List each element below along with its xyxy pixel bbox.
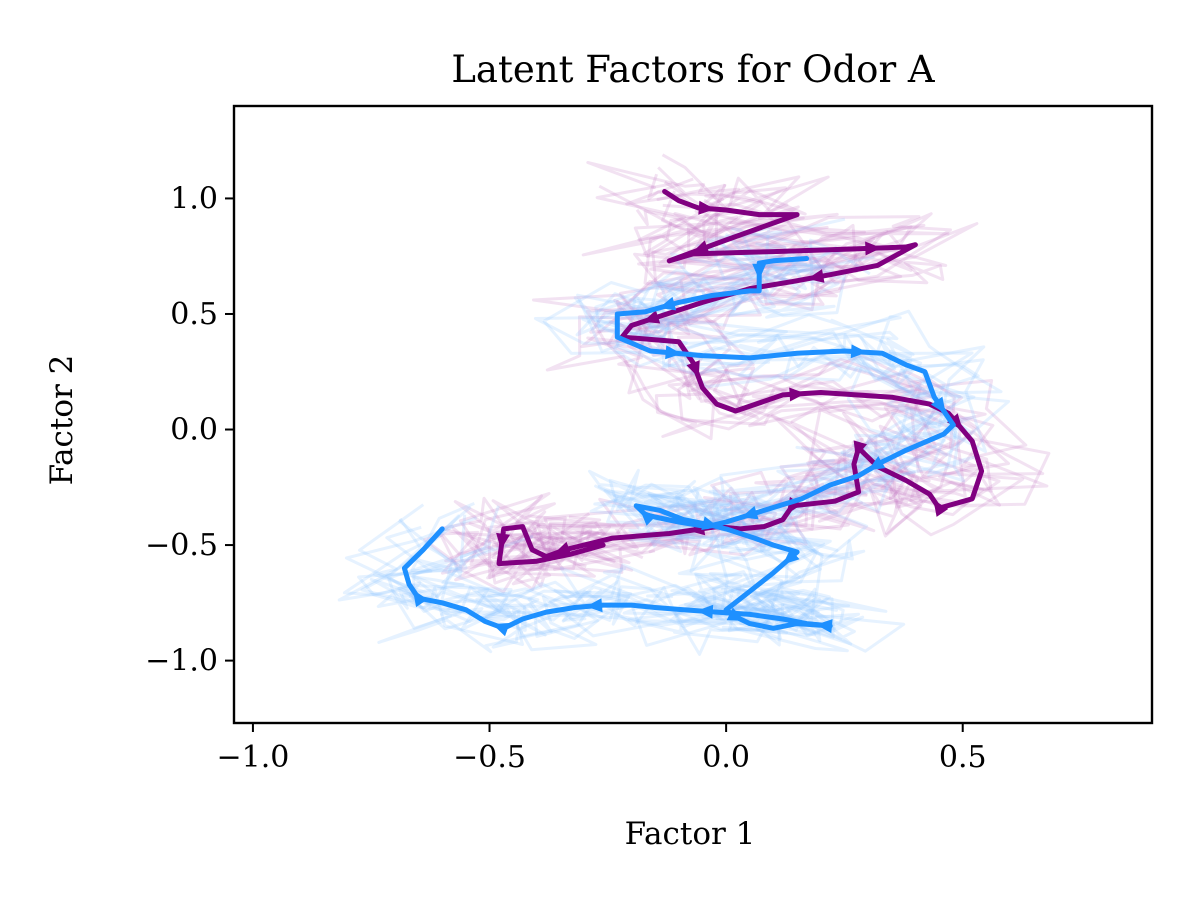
direction-arrow <box>658 296 677 311</box>
trial-trajectory <box>491 183 1051 571</box>
direction-arrow <box>741 506 759 520</box>
direction-arrow <box>853 440 867 458</box>
direction-arrow <box>642 310 661 324</box>
direction-arrow <box>640 509 657 526</box>
series-line <box>496 189 985 567</box>
y-axis-label: Factor 2 <box>44 355 80 486</box>
trial-trajectory <box>401 265 963 638</box>
direction-arrow <box>686 360 700 378</box>
trial-trajectory <box>337 252 918 656</box>
y-tick-label: −1.0 <box>145 644 218 679</box>
direction-arrow <box>782 548 800 565</box>
direction-arrow <box>665 345 682 360</box>
trial-trajectory <box>453 161 977 560</box>
trial-trajectory <box>342 244 972 647</box>
direction-arrow <box>696 604 714 619</box>
direction-arrow <box>868 456 886 471</box>
trial-trajectory <box>406 247 980 653</box>
y-tick-label: 1.0 <box>170 181 218 216</box>
direction-arrow <box>789 387 806 402</box>
series-layer <box>401 189 985 637</box>
direction-arrow <box>692 240 710 254</box>
direction-arrow <box>586 598 603 613</box>
direction-arrow <box>412 589 428 608</box>
x-axis-label: Factor 1 <box>625 816 756 852</box>
trial-trajectory <box>385 263 986 646</box>
y-tick-label: −0.5 <box>145 528 218 563</box>
direction-arrow <box>752 263 767 280</box>
direction-arrow <box>850 344 868 359</box>
y-tick-label: 0.5 <box>170 297 218 332</box>
trial-trajectory <box>497 173 995 574</box>
trial-trajectory <box>387 238 957 639</box>
x-axis: −1.0 −0.5 0.0 0.5 <box>216 723 987 775</box>
direction-arrow <box>492 623 510 637</box>
y-axis: −1.0 −0.5 0.0 0.5 1.0 <box>145 181 234 679</box>
series-line <box>401 256 956 631</box>
trial-trajectory <box>486 184 1001 580</box>
direction-arrow <box>933 499 949 517</box>
direction-arrow <box>553 541 572 555</box>
direction-arrow <box>947 413 963 430</box>
direction-arrow <box>698 200 715 215</box>
axes-frame <box>232 104 1154 725</box>
plot-area <box>337 153 1051 656</box>
trial-trajectory <box>458 180 993 572</box>
direction-arrow <box>496 532 510 550</box>
trial-trajectory <box>440 255 987 652</box>
direction-arrow <box>816 619 833 634</box>
x-tick-label: −0.5 <box>453 740 526 775</box>
trial-trajectory <box>411 227 974 629</box>
trial-trajectory <box>360 217 968 626</box>
trial-trajectory <box>444 182 984 585</box>
direction-arrow <box>807 269 825 283</box>
direction-arrow <box>865 241 882 256</box>
direction-arrow <box>701 516 719 530</box>
direction-arrow <box>726 607 745 621</box>
trial-trajectory <box>515 175 1049 563</box>
chart-title: Latent Factors for Odor A <box>451 48 936 91</box>
x-tick-label: −1.0 <box>216 740 289 775</box>
trial-trajectory <box>357 240 958 653</box>
x-tick-label: 0.5 <box>939 740 987 775</box>
direction-arrow <box>930 396 946 414</box>
x-tick-label: 0.0 <box>702 740 750 775</box>
y-tick-label: 0.0 <box>170 413 218 448</box>
